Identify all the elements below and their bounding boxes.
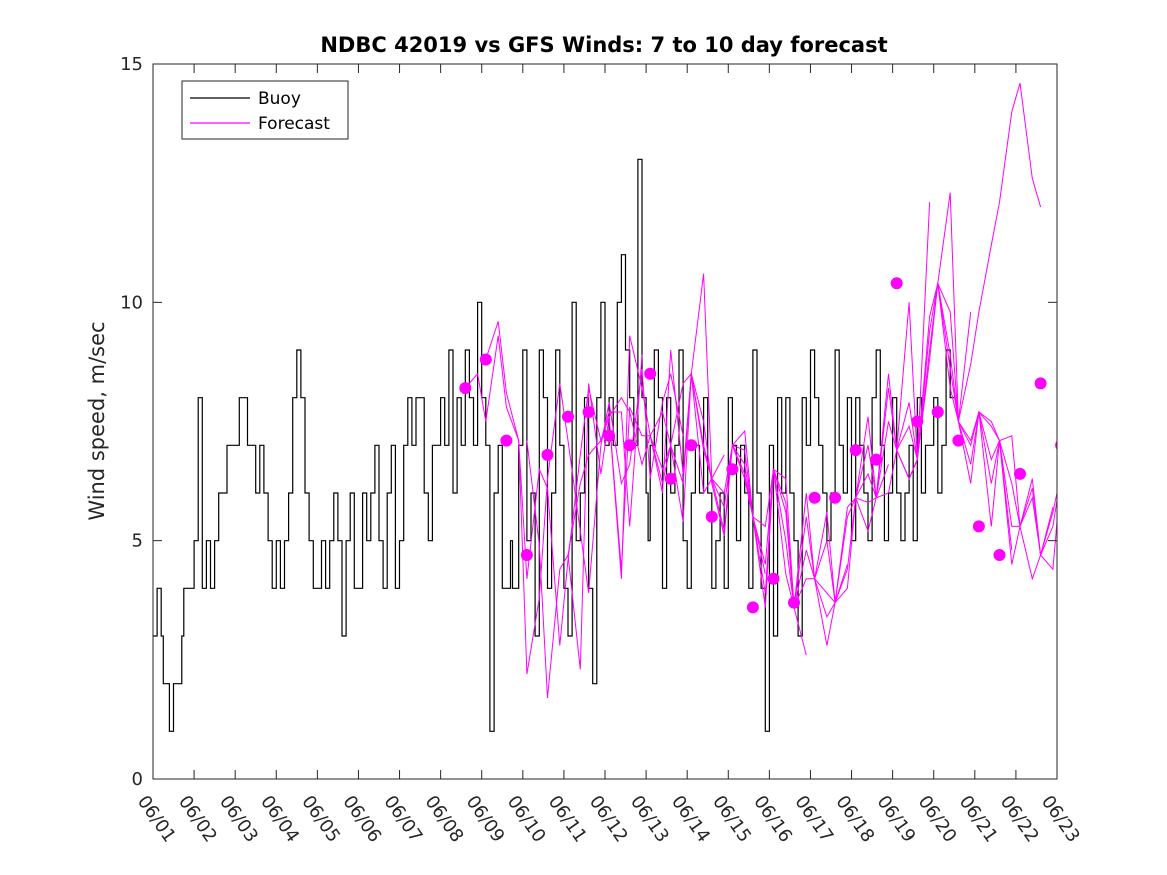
forecast-marker-point (952, 434, 965, 447)
forecast-marker-point (746, 601, 759, 614)
forecast-run-line-7 (690, 373, 889, 608)
forecast-marker-point (623, 439, 636, 452)
forecast-marker-point (520, 549, 533, 561)
forecast-marker-point (1014, 467, 1026, 480)
forecast-marker-point (685, 439, 698, 452)
forecast-marker-point (993, 549, 1006, 561)
buoy-series-line (153, 158, 955, 732)
forecast-marker-point (767, 572, 780, 585)
y-axis-label: Wind speed, m/sec (85, 321, 109, 520)
y-tick-label: 0 (132, 769, 143, 790)
forecast-run-line-1 (464, 335, 643, 646)
forecast-marker-point (562, 410, 574, 423)
forecast-run-line-13 (937, 192, 1057, 556)
forecast-marker-point (459, 382, 472, 395)
y-tick-label: 10 (120, 292, 143, 313)
forecast-run-line-14 (957, 82, 1042, 422)
forecast-marker-point (664, 472, 677, 485)
forecast-marker-point (911, 415, 924, 428)
legend: Buoy Forecast (181, 80, 349, 140)
forecast-run-line-15 (978, 411, 1057, 581)
forecast-marker-point (726, 463, 739, 476)
forecast-marker-point (829, 491, 842, 504)
chart-title: NDBC 42019 vs GFS Winds: 7 to 10 day for… (320, 33, 887, 57)
legend-label-buoy: Buoy (258, 89, 301, 109)
legend-label-forecast: Forecast (258, 114, 330, 134)
forecast-marker-point (582, 406, 595, 418)
forecast-marker-point (788, 596, 800, 609)
legend-box (181, 80, 349, 140)
forecast-run-line-11 (855, 281, 1054, 556)
forecast-run-line-12 (896, 283, 1057, 557)
forecast-marker-point (479, 353, 492, 366)
y-tick-label: 15 (120, 54, 143, 75)
forecast-marker-point (870, 453, 883, 466)
y-tick-label: 5 (132, 531, 143, 552)
forecast-run-line-2 (485, 321, 684, 675)
forecast-marker-point (644, 367, 657, 380)
forecast-marker-point (931, 406, 944, 418)
forecast-marker-point (603, 429, 616, 442)
forecast-marker-point (972, 520, 985, 533)
forecast-marker-point (705, 510, 718, 523)
plot-marks (153, 82, 1057, 732)
forecast-run-line-6 (649, 373, 848, 608)
forecast-marker-point (500, 434, 513, 447)
forecast-marker-point (849, 444, 862, 457)
forecast-marker-point (890, 277, 903, 290)
forecast-marker-point (541, 448, 554, 461)
forecast-marker-point (1034, 377, 1047, 390)
forecast-marker-point (808, 491, 821, 504)
